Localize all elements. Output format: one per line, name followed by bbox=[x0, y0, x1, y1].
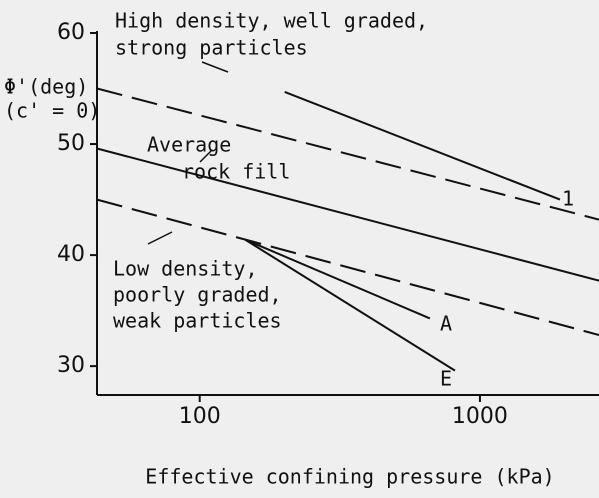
annotation: 1 bbox=[562, 187, 574, 211]
line-series bbox=[96, 87, 599, 221]
leader-line bbox=[147, 231, 173, 245]
line-series bbox=[244, 238, 431, 320]
x-tick-label: 100 bbox=[179, 404, 221, 429]
annotation: weak particles bbox=[113, 309, 282, 333]
y-tick-label: 60 bbox=[57, 20, 85, 45]
annotation: E bbox=[440, 367, 452, 391]
line-series bbox=[284, 90, 561, 201]
y-tick-label: 50 bbox=[57, 131, 85, 156]
leader-line bbox=[201, 61, 229, 73]
x-axis-label: Effective confining pressure (kPa) bbox=[145, 465, 554, 489]
annotation: strong particles bbox=[115, 36, 308, 60]
y-axis-label: (c' = 0) bbox=[4, 99, 100, 123]
line-series bbox=[96, 198, 599, 336]
line-series bbox=[96, 147, 599, 282]
annotation: Low density, bbox=[113, 257, 258, 281]
leader-line bbox=[199, 149, 213, 163]
y-axis-label: Φ'(deg) bbox=[4, 75, 88, 99]
annotation: Average bbox=[147, 133, 231, 157]
annotation: poorly graded, bbox=[113, 283, 282, 307]
annotation: rock fill bbox=[182, 160, 290, 184]
line-series bbox=[244, 238, 456, 372]
y-tick-label: 40 bbox=[57, 242, 85, 267]
y-tick-label: 30 bbox=[57, 353, 85, 378]
annotation: A bbox=[440, 312, 452, 336]
annotation: High density, well graded, bbox=[115, 9, 428, 33]
x-tick-label: 1000 bbox=[452, 404, 508, 429]
